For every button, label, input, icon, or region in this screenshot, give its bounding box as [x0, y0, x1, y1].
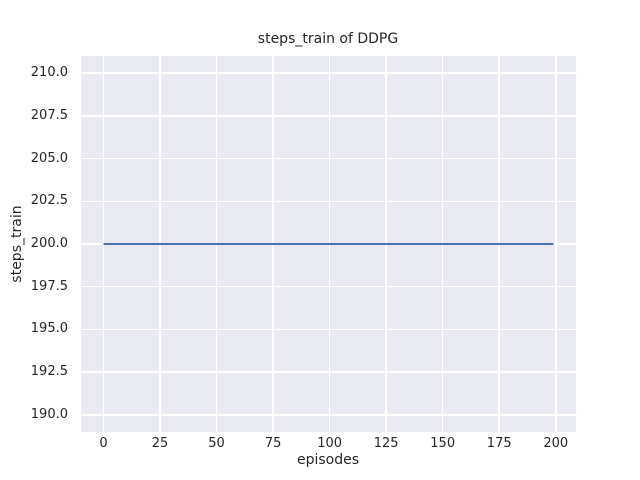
y-tick-label: 210.0 [30, 65, 68, 81]
x-tick-label: 150 [430, 436, 456, 451]
series-layer [103, 243, 554, 245]
chart-title: steps_train of DDPG [257, 31, 399, 47]
x-tick-label: 50 [208, 436, 225, 451]
y-tick-label: 202.5 [30, 193, 68, 209]
y-gridline [81, 328, 576, 331]
y-gridline [81, 115, 576, 117]
plot-area [81, 56, 576, 432]
y-gridline [81, 72, 576, 74]
y-gridline [81, 285, 576, 288]
x-tick-label: 200 [543, 436, 569, 451]
y-tick-label: 207.5 [30, 107, 68, 123]
y-tick-label: 197.5 [30, 278, 68, 294]
y-tick-label: 200.0 [30, 236, 68, 251]
x-tick-label: 100 [317, 436, 343, 451]
x-tick-label: 25 [151, 436, 169, 451]
x-tick-label: 175 [486, 436, 512, 451]
y-gridline [81, 157, 576, 160]
y-gridline [81, 200, 576, 203]
y-tick-label: 205.0 [30, 150, 68, 166]
y-tick-label: 190.0 [30, 406, 68, 422]
x-axis-label: episodes [296, 452, 360, 468]
y-gridline [81, 371, 576, 373]
y-gridline [81, 414, 576, 416]
y-tick-label: 195.0 [30, 321, 68, 337]
x-tick-label: 75 [264, 436, 282, 451]
x-tick-label: 125 [373, 436, 399, 451]
y-tick-label: 192.5 [30, 364, 68, 380]
x-tick-label: 0 [99, 436, 108, 451]
